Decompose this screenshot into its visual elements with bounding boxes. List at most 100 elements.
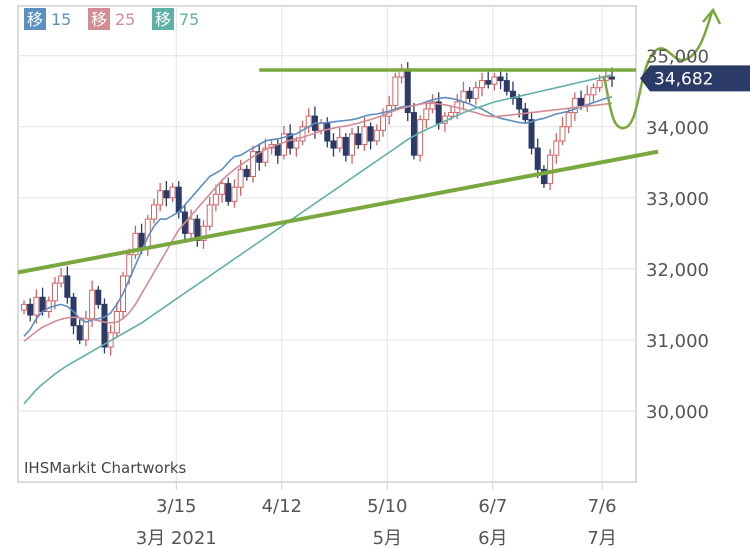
candle-body xyxy=(299,126,306,142)
candle-body xyxy=(417,119,424,156)
candlesticks xyxy=(21,62,615,356)
candle-body xyxy=(200,225,207,241)
legend-period: 15 xyxy=(51,10,71,29)
forecast-arrow-head xyxy=(702,7,722,25)
candle-body xyxy=(578,97,585,106)
x-month-label: 5月 xyxy=(373,528,402,548)
candle-body xyxy=(497,76,504,82)
candle-body xyxy=(373,129,380,142)
candle-body xyxy=(590,87,597,96)
x-tick-label: 4/12 xyxy=(262,496,302,517)
candle-body xyxy=(522,108,529,121)
legend-swatch xyxy=(152,8,174,30)
last-price-tag: 34,682 xyxy=(640,65,750,92)
candle-body xyxy=(150,204,157,220)
candle-body xyxy=(39,296,46,312)
candle-body xyxy=(76,325,83,341)
candle-body xyxy=(355,133,362,146)
candle-body xyxy=(21,303,27,311)
ma75-line xyxy=(23,74,613,405)
x-tick-label: 7/6 xyxy=(588,496,617,517)
candle-body xyxy=(157,190,164,206)
ma25-line xyxy=(23,102,613,342)
candle-body xyxy=(367,126,374,142)
y-tick-label: 30,000 xyxy=(646,402,709,423)
gridlines xyxy=(18,6,636,490)
x-tick-label: 3/15 xyxy=(156,496,196,517)
candle-body xyxy=(27,303,34,316)
plot-border xyxy=(17,5,637,483)
candle-body xyxy=(293,140,300,149)
candle-body xyxy=(175,186,182,213)
legend-tag: 移 xyxy=(27,10,43,29)
candle-body xyxy=(379,115,386,131)
y-tick-label: 31,000 xyxy=(646,331,709,352)
candle-body xyxy=(51,282,58,302)
candle-body xyxy=(596,80,603,89)
candle-body xyxy=(45,300,52,312)
candle-body xyxy=(132,232,139,256)
candle-body xyxy=(262,147,269,163)
candle-body xyxy=(274,144,281,156)
candle-body xyxy=(349,133,356,156)
candle-body xyxy=(243,168,250,178)
last-price-value: 34,682 xyxy=(654,69,713,89)
candle-body xyxy=(410,112,417,156)
candle-body xyxy=(330,140,337,149)
moving-averages xyxy=(23,74,613,405)
candle-body xyxy=(516,97,523,110)
candle-body xyxy=(336,136,343,149)
candle-body xyxy=(392,76,399,106)
candle-body xyxy=(169,186,176,199)
y-tick-label: 33,000 xyxy=(646,189,709,210)
support-trendline xyxy=(17,149,659,275)
legend-tag: 移 xyxy=(155,10,171,29)
candle-body xyxy=(429,101,436,110)
candle-body xyxy=(163,190,170,199)
candle-body xyxy=(58,275,65,284)
legend-period: 25 xyxy=(115,10,135,29)
candle-body xyxy=(435,101,442,124)
candle-body xyxy=(95,289,102,305)
candle-body xyxy=(485,80,492,85)
candle-body xyxy=(212,193,219,206)
x-month-label: 6月 xyxy=(478,528,507,548)
candle-body xyxy=(472,87,479,99)
plot-frame xyxy=(17,5,637,483)
candle-body xyxy=(423,108,430,121)
candle-body xyxy=(479,80,486,89)
candle-body xyxy=(342,136,349,156)
candle-body xyxy=(448,112,455,117)
candle-body xyxy=(237,168,244,188)
candle-body xyxy=(553,140,560,156)
candle-body xyxy=(460,90,467,103)
candle-body xyxy=(126,254,133,277)
candle-body xyxy=(565,112,572,128)
candle-body xyxy=(101,303,108,348)
x-month-label: 3月 2021 xyxy=(136,528,217,548)
y-tick-label: 32,000 xyxy=(646,260,709,281)
candle-body xyxy=(206,204,213,227)
last-price-tag-shape xyxy=(640,65,750,92)
candle-body xyxy=(188,218,195,234)
legend-period: 75 xyxy=(179,10,199,29)
legend-swatch xyxy=(24,8,46,30)
legend: 移 15 移 25 移 75 xyxy=(24,8,199,30)
chart-credit: IHSMarkit Chartworks xyxy=(24,459,187,477)
x-tick-label: 5/10 xyxy=(367,496,407,517)
candle-body xyxy=(89,289,96,320)
legend-tag: 移 xyxy=(91,10,107,29)
x-axis-ticks: 3/15 4/12 5/10 6/7 7/6 3月 2021 5月 6月 7月 xyxy=(136,496,617,548)
y-axis-ticks: 30,000 31,000 32,000 33,000 34,000 35,000 xyxy=(646,47,709,423)
x-tick-label: 6/7 xyxy=(478,496,507,517)
candle-body xyxy=(528,119,535,149)
candle-body xyxy=(547,154,554,185)
candle-body xyxy=(466,90,473,99)
y-tick-label: 34,000 xyxy=(646,118,709,139)
candle-body xyxy=(571,97,578,114)
candle-body xyxy=(250,151,257,178)
candle-body xyxy=(534,147,541,170)
legend-swatch xyxy=(88,8,110,30)
candle-body xyxy=(33,296,40,316)
